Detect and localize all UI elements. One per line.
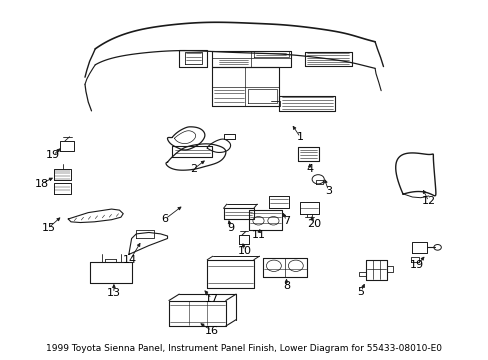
Text: 17: 17 — [204, 294, 219, 304]
Text: 20: 20 — [307, 219, 321, 229]
Text: 16: 16 — [204, 326, 219, 336]
Text: 12: 12 — [421, 196, 435, 206]
Text: 19: 19 — [409, 260, 423, 270]
Text: 9: 9 — [226, 223, 234, 233]
Text: 14: 14 — [123, 255, 137, 265]
Text: 2: 2 — [189, 165, 196, 174]
Text: 8: 8 — [283, 281, 289, 291]
Text: 18: 18 — [35, 179, 49, 189]
Text: 13: 13 — [107, 288, 121, 298]
Text: 5: 5 — [357, 287, 364, 297]
Text: 19: 19 — [46, 150, 60, 160]
Text: 1999 Toyota Sienna Panel, Instrument Panel Finish, Lower Diagram for 55433-08010: 1999 Toyota Sienna Panel, Instrument Pan… — [46, 344, 442, 353]
Text: 11: 11 — [251, 230, 265, 240]
Text: 3: 3 — [325, 186, 331, 195]
Text: 10: 10 — [237, 246, 251, 256]
Text: 15: 15 — [41, 223, 56, 233]
Text: 4: 4 — [305, 165, 313, 174]
Text: 6: 6 — [162, 214, 168, 224]
Text: 7: 7 — [283, 216, 289, 226]
Text: 1: 1 — [296, 132, 304, 143]
